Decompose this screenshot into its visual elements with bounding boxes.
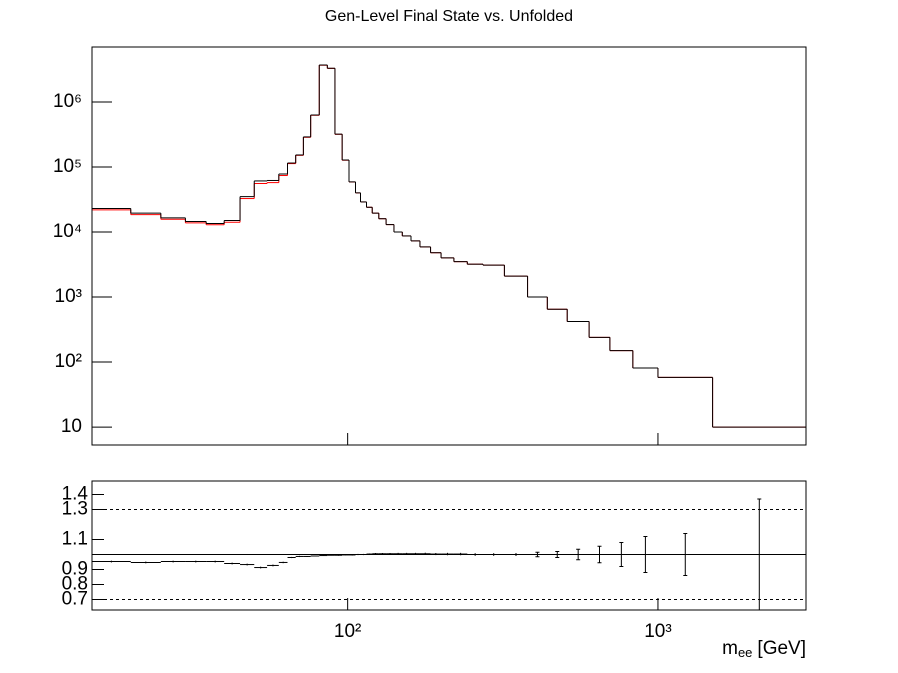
y-tick-label: 0.7 [62,589,88,610]
y-tick-label: 10² [55,351,82,372]
x-label-sub: ee [738,645,752,660]
y-tick-label: 1.1 [62,529,88,550]
y-tick-label: 1.3 [62,499,88,520]
plot-frame [91,46,807,446]
y-tick-label: 1.4 [62,484,89,505]
chart-title: Gen-Level Final State vs. Unfolded [325,8,573,25]
y-tick-label: 10³ [55,286,82,307]
x-tick-label: 10³ [644,621,671,642]
x-label-main: m [722,638,738,659]
x-axis-label: mee [GeV] [722,638,806,660]
y-tick-label: 10⁴ [53,221,82,242]
x-tick-label: 10² [334,621,361,642]
plot-frame [91,480,807,611]
y-tick-label: 10⁵ [53,156,82,177]
y-tick-label: 10 [61,416,82,437]
y-tick-label: 0.8 [62,574,88,595]
x-label-unit: [GeV] [757,638,806,659]
y-tick-label: 0.9 [62,559,88,580]
y-tick-label: 10⁶ [53,91,82,112]
